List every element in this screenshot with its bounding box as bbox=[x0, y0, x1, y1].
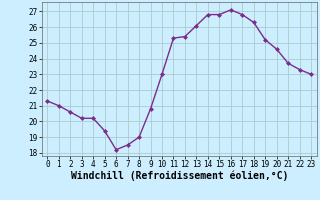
X-axis label: Windchill (Refroidissement éolien,°C): Windchill (Refroidissement éolien,°C) bbox=[70, 171, 288, 181]
